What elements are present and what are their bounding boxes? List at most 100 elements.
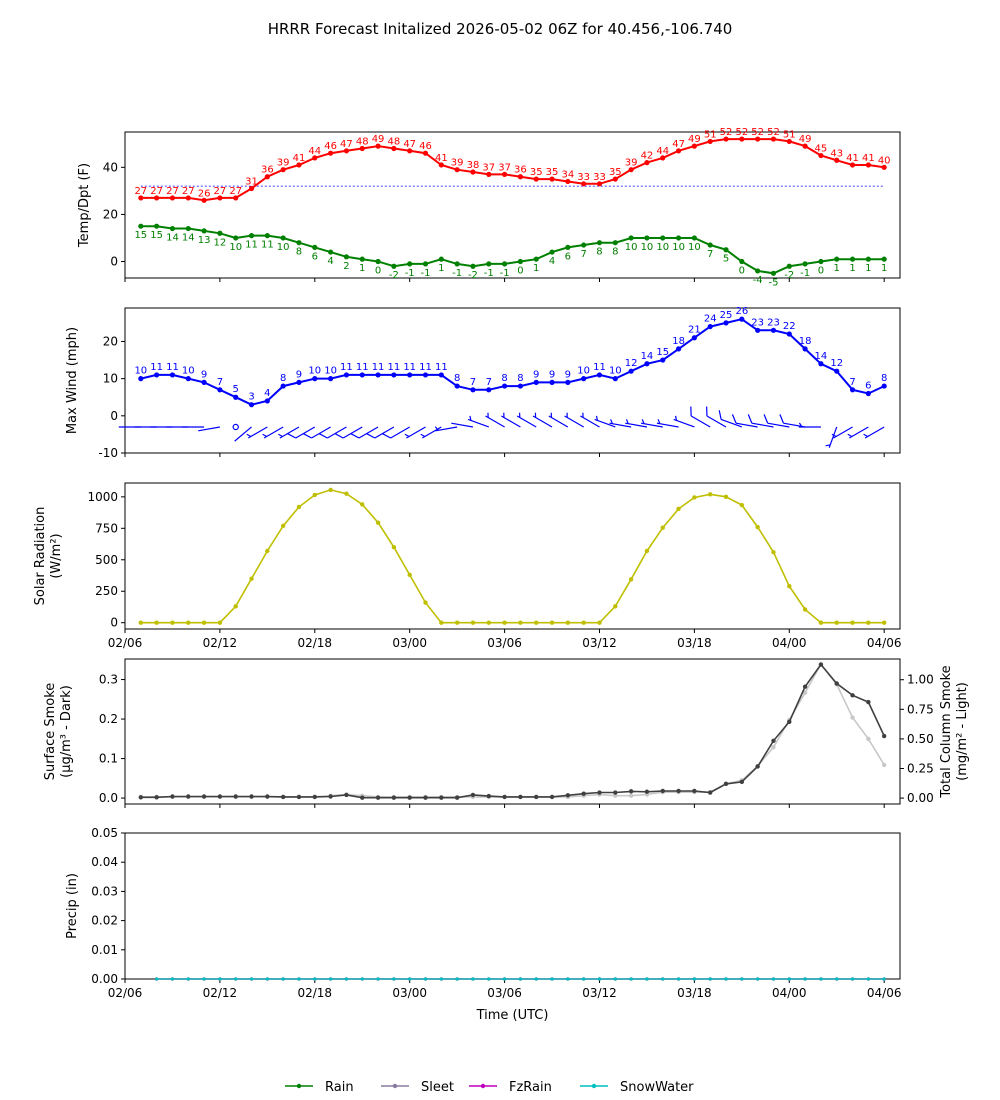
wind-barb-half-flag: [503, 412, 505, 418]
wind-barb: [825, 426, 838, 448]
surface-smoke-point: [723, 781, 729, 787]
wind-barb-shaft: [767, 422, 790, 428]
max-wind-data-label: 10: [134, 366, 147, 377]
wind-barb: [625, 419, 648, 428]
wind-barb-half-flag: [831, 433, 837, 438]
y-tick-label: 0.03: [91, 884, 118, 898]
dewpoint-data-label: 1: [438, 263, 444, 274]
temp-point: [280, 167, 286, 173]
precip-snowwater-point: [882, 977, 886, 981]
dewpoint-data-label: 10: [672, 242, 685, 253]
surface-smoke-point: [676, 788, 681, 794]
y-tick-label: 0: [110, 409, 118, 423]
max-wind-point: [296, 379, 302, 385]
max-wind-point: [343, 372, 350, 378]
wind-barb-full-flag: [747, 414, 753, 424]
solar-radiation-point: [850, 620, 855, 625]
precip-snowwater-point: [756, 977, 760, 981]
surface-smoke-point: [628, 789, 634, 794]
temp-data-label: 40: [878, 155, 891, 166]
solar-radiation-point: [644, 548, 650, 554]
surface-smoke-point: [439, 795, 444, 800]
wind-barb: [564, 412, 584, 428]
precip-panel: 0.00 0.01 0.02 0.03 0.04 0.05 02/06 02/12 02/18 0…: [65, 826, 901, 1023]
dewpoint-data-label: 8: [596, 247, 602, 258]
wind-barb: [640, 419, 663, 428]
y-tick-label: 0.02: [91, 914, 118, 928]
wind-barb-shaft: [849, 426, 869, 439]
dewpoint-point: [248, 233, 255, 239]
wind-barb-full-flag: [731, 414, 737, 424]
dewpoint-line: [140, 225, 885, 275]
dewpoint-data-label: 7: [580, 249, 586, 260]
temp-data-label: 27: [182, 186, 195, 197]
legend-label: FzRain: [509, 1080, 552, 1095]
solar-radiation-point: [708, 492, 713, 497]
temp-point: [185, 195, 191, 201]
plot-frame-1: [124, 131, 901, 279]
temp-data-label: 36: [261, 165, 274, 176]
precip-snowwater-point: [344, 977, 349, 981]
solar-radiation-point: [391, 544, 397, 550]
max-wind-point: [438, 372, 444, 378]
wind-barb-shaft: [833, 426, 853, 439]
plot-frame-5: [124, 832, 901, 980]
dewpoint-point: [438, 256, 444, 262]
wind-barb-half-flag: [798, 422, 803, 428]
dewpoint-data-label: 2: [343, 261, 349, 272]
dewpoint-point: [501, 261, 508, 267]
max-wind-data-label: 11: [166, 362, 179, 373]
max-wind-point: [596, 372, 603, 378]
legend-item-sleet: Sleet: [381, 1080, 454, 1095]
surface-smoke-point: [755, 764, 760, 769]
y-tick-label: 20: [103, 334, 118, 348]
temp-data-label: 33: [593, 172, 606, 183]
dewpoint-point: [881, 256, 887, 262]
wind-barb-half-flag: [657, 419, 661, 424]
surface-smoke-point: [249, 794, 254, 799]
wind-barb-shaft: [342, 426, 363, 439]
temp-data-label: 44: [308, 146, 321, 157]
solar-radiation-point: [154, 620, 159, 625]
solar-radiation-point: [328, 487, 333, 493]
precip-snowwater-point: [724, 977, 728, 981]
dewpoint-point: [391, 263, 397, 269]
wind-barb-shaft: [421, 426, 442, 439]
dewpoint-data-label: 11: [261, 240, 274, 251]
temp-point: [233, 195, 239, 201]
x-tick-label: 03/18: [677, 636, 712, 650]
temp-point: [691, 143, 697, 149]
smoke-panel: 0.0 0.1 0.2 0.3 0.00 0.25 0.50 0.75 1.00 Surface …: [43, 658, 970, 808]
y-tick-label: 1000: [87, 490, 118, 504]
dewpoint-point: [802, 261, 808, 267]
surface-smoke-point: [360, 795, 365, 800]
legend-label: SnowWater: [620, 1080, 694, 1095]
max-wind-data-label: 26: [735, 306, 748, 317]
legend-label: Sleet: [421, 1080, 454, 1095]
dewpoint-point: [660, 235, 666, 241]
solar-radiation-point: [565, 620, 571, 625]
max-wind-data-label: 18: [672, 336, 685, 347]
temp-data-label: 52: [767, 127, 780, 138]
precip-snowwater-point: [502, 977, 507, 981]
precip-snowwater-point: [566, 977, 570, 981]
temp-point: [786, 138, 792, 145]
wind-barb-shaft: [720, 418, 743, 428]
wind-barb-shaft: [580, 415, 600, 428]
wind-barb-full-flag: [318, 433, 328, 439]
wind-barb-full-flag: [779, 414, 784, 424]
temp-point: [438, 162, 444, 168]
surface-smoke-point: [344, 792, 349, 798]
max-wind-data-label: 4: [264, 388, 270, 399]
dewpoint-point: [818, 258, 824, 265]
solar-radiation-point: [692, 495, 697, 500]
dewpoint-point: [849, 256, 856, 262]
max-wind-data-label: 11: [435, 362, 448, 373]
wind-barb: [706, 406, 727, 428]
solar-radiation-point: [486, 620, 491, 625]
precip-snowwater-point: [708, 977, 712, 981]
temp-data-label: 39: [625, 158, 638, 169]
dewpoint-point: [581, 242, 587, 248]
temp-point: [549, 176, 555, 182]
total-column-smoke-point: [866, 736, 871, 742]
